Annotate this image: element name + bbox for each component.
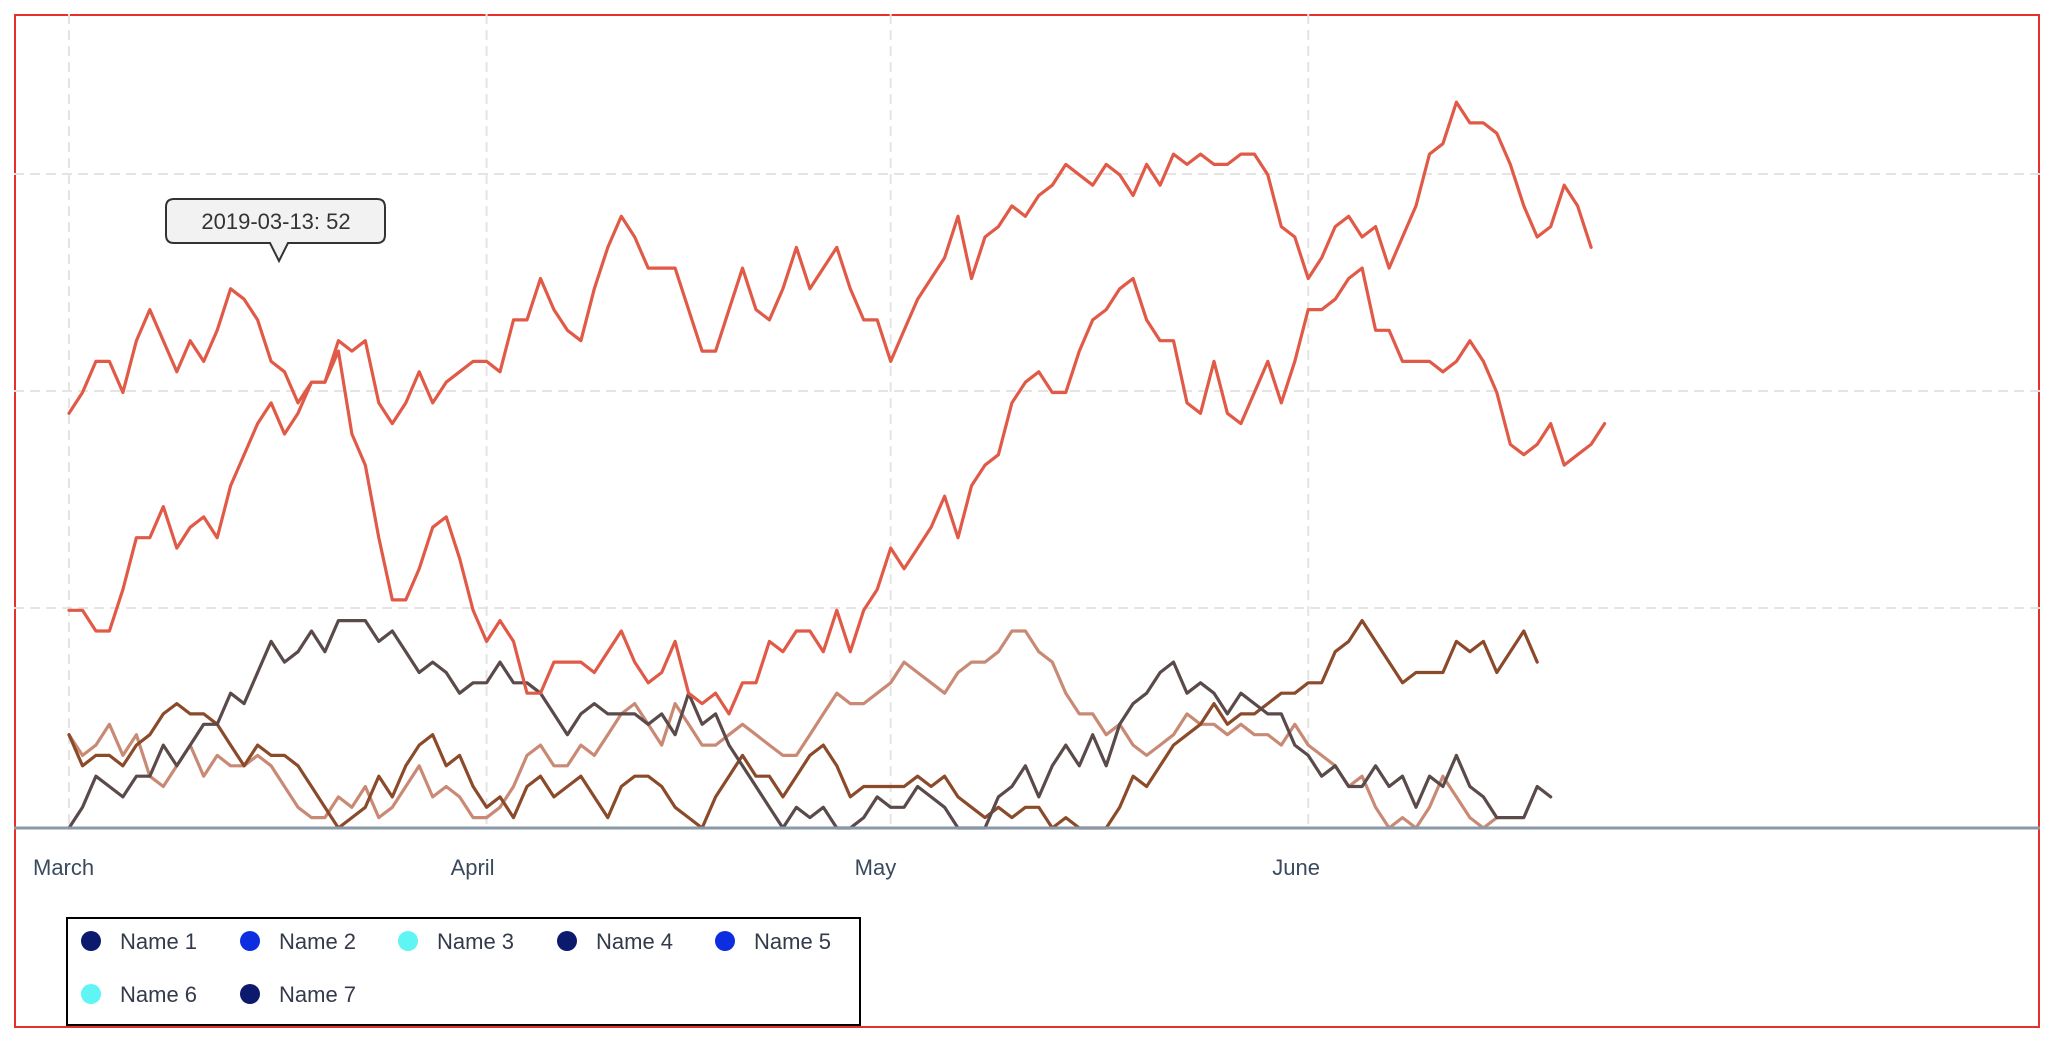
legend-item[interactable]: Name 5 bbox=[715, 929, 831, 954]
series-layer bbox=[67, 100, 1607, 830]
chart-frame bbox=[14, 14, 2040, 1028]
legend-item[interactable]: Name 2 bbox=[240, 929, 356, 954]
series-line-5 bbox=[67, 618, 1553, 830]
legend-item[interactable]: Name 3 bbox=[398, 929, 514, 954]
legend-marker bbox=[81, 931, 101, 951]
legend-label: Name 5 bbox=[754, 929, 831, 954]
legend-label: Name 4 bbox=[596, 929, 673, 954]
x-tick-label: June bbox=[1272, 855, 1320, 880]
legend-label: Name 2 bbox=[279, 929, 356, 954]
tooltip-box bbox=[165, 198, 386, 264]
x-tick-label: May bbox=[855, 855, 897, 880]
legend: Name 1 Name 2 Name 3 Name 4 Name 5 Name 6 Name… bbox=[66, 917, 861, 1026]
x-axis-ticks: March April May June bbox=[33, 855, 1320, 880]
legend-label: Name 1 bbox=[120, 929, 197, 954]
legend-item[interactable]: Name 7 bbox=[240, 982, 356, 1007]
legend-item[interactable]: Name 6 bbox=[81, 982, 197, 1007]
tooltip-text: 2019-03-13: 52 bbox=[201, 209, 350, 234]
legend-marker bbox=[398, 931, 418, 951]
legend-marker bbox=[557, 931, 577, 951]
series-line-4 bbox=[67, 618, 1539, 830]
legend-item[interactable]: Name 1 bbox=[81, 929, 197, 954]
legend-label: Name 3 bbox=[437, 929, 514, 954]
series-line-1 bbox=[67, 100, 1593, 426]
legend-item[interactable]: Name 4 bbox=[557, 929, 673, 954]
legend-marker bbox=[240, 984, 260, 1004]
legend-marker bbox=[715, 931, 735, 951]
legend-marker bbox=[240, 931, 260, 951]
legend-label: Name 6 bbox=[120, 982, 197, 1007]
grid-layer bbox=[14, 14, 2040, 828]
legend-items: Name 1 Name 2 Name 3 Name 4 Name 5 Name 6 Name… bbox=[81, 929, 831, 1007]
x-tick-label: April bbox=[451, 855, 495, 880]
x-tick-label: March bbox=[33, 855, 94, 880]
series-line-3 bbox=[67, 629, 1499, 830]
legend-marker bbox=[81, 984, 101, 1004]
legend-label: Name 7 bbox=[279, 982, 356, 1007]
data-tooltip: 2019-03-13: 52 bbox=[165, 198, 386, 264]
